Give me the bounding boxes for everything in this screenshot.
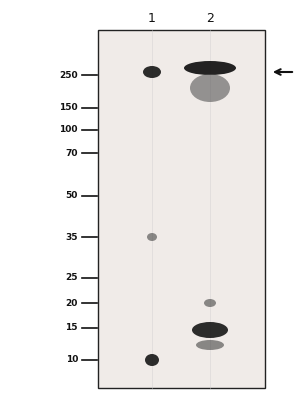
Text: 1: 1 (148, 12, 156, 24)
Text: 100: 100 (60, 126, 78, 134)
Text: 250: 250 (60, 70, 78, 80)
Ellipse shape (192, 322, 228, 338)
Ellipse shape (196, 340, 224, 350)
Text: 2: 2 (206, 12, 214, 24)
Ellipse shape (147, 233, 157, 241)
Text: 150: 150 (60, 104, 78, 112)
Ellipse shape (145, 354, 159, 366)
Text: 25: 25 (65, 274, 78, 282)
Bar (98, 30, 265, 388)
Text: 70: 70 (65, 148, 78, 158)
Ellipse shape (190, 74, 230, 102)
Text: 20: 20 (65, 298, 78, 308)
Text: 10: 10 (65, 356, 78, 364)
Text: 35: 35 (65, 232, 78, 242)
Text: 50: 50 (65, 192, 78, 200)
Text: 15: 15 (65, 324, 78, 332)
Ellipse shape (204, 299, 216, 307)
Ellipse shape (143, 66, 161, 78)
Ellipse shape (184, 61, 236, 75)
